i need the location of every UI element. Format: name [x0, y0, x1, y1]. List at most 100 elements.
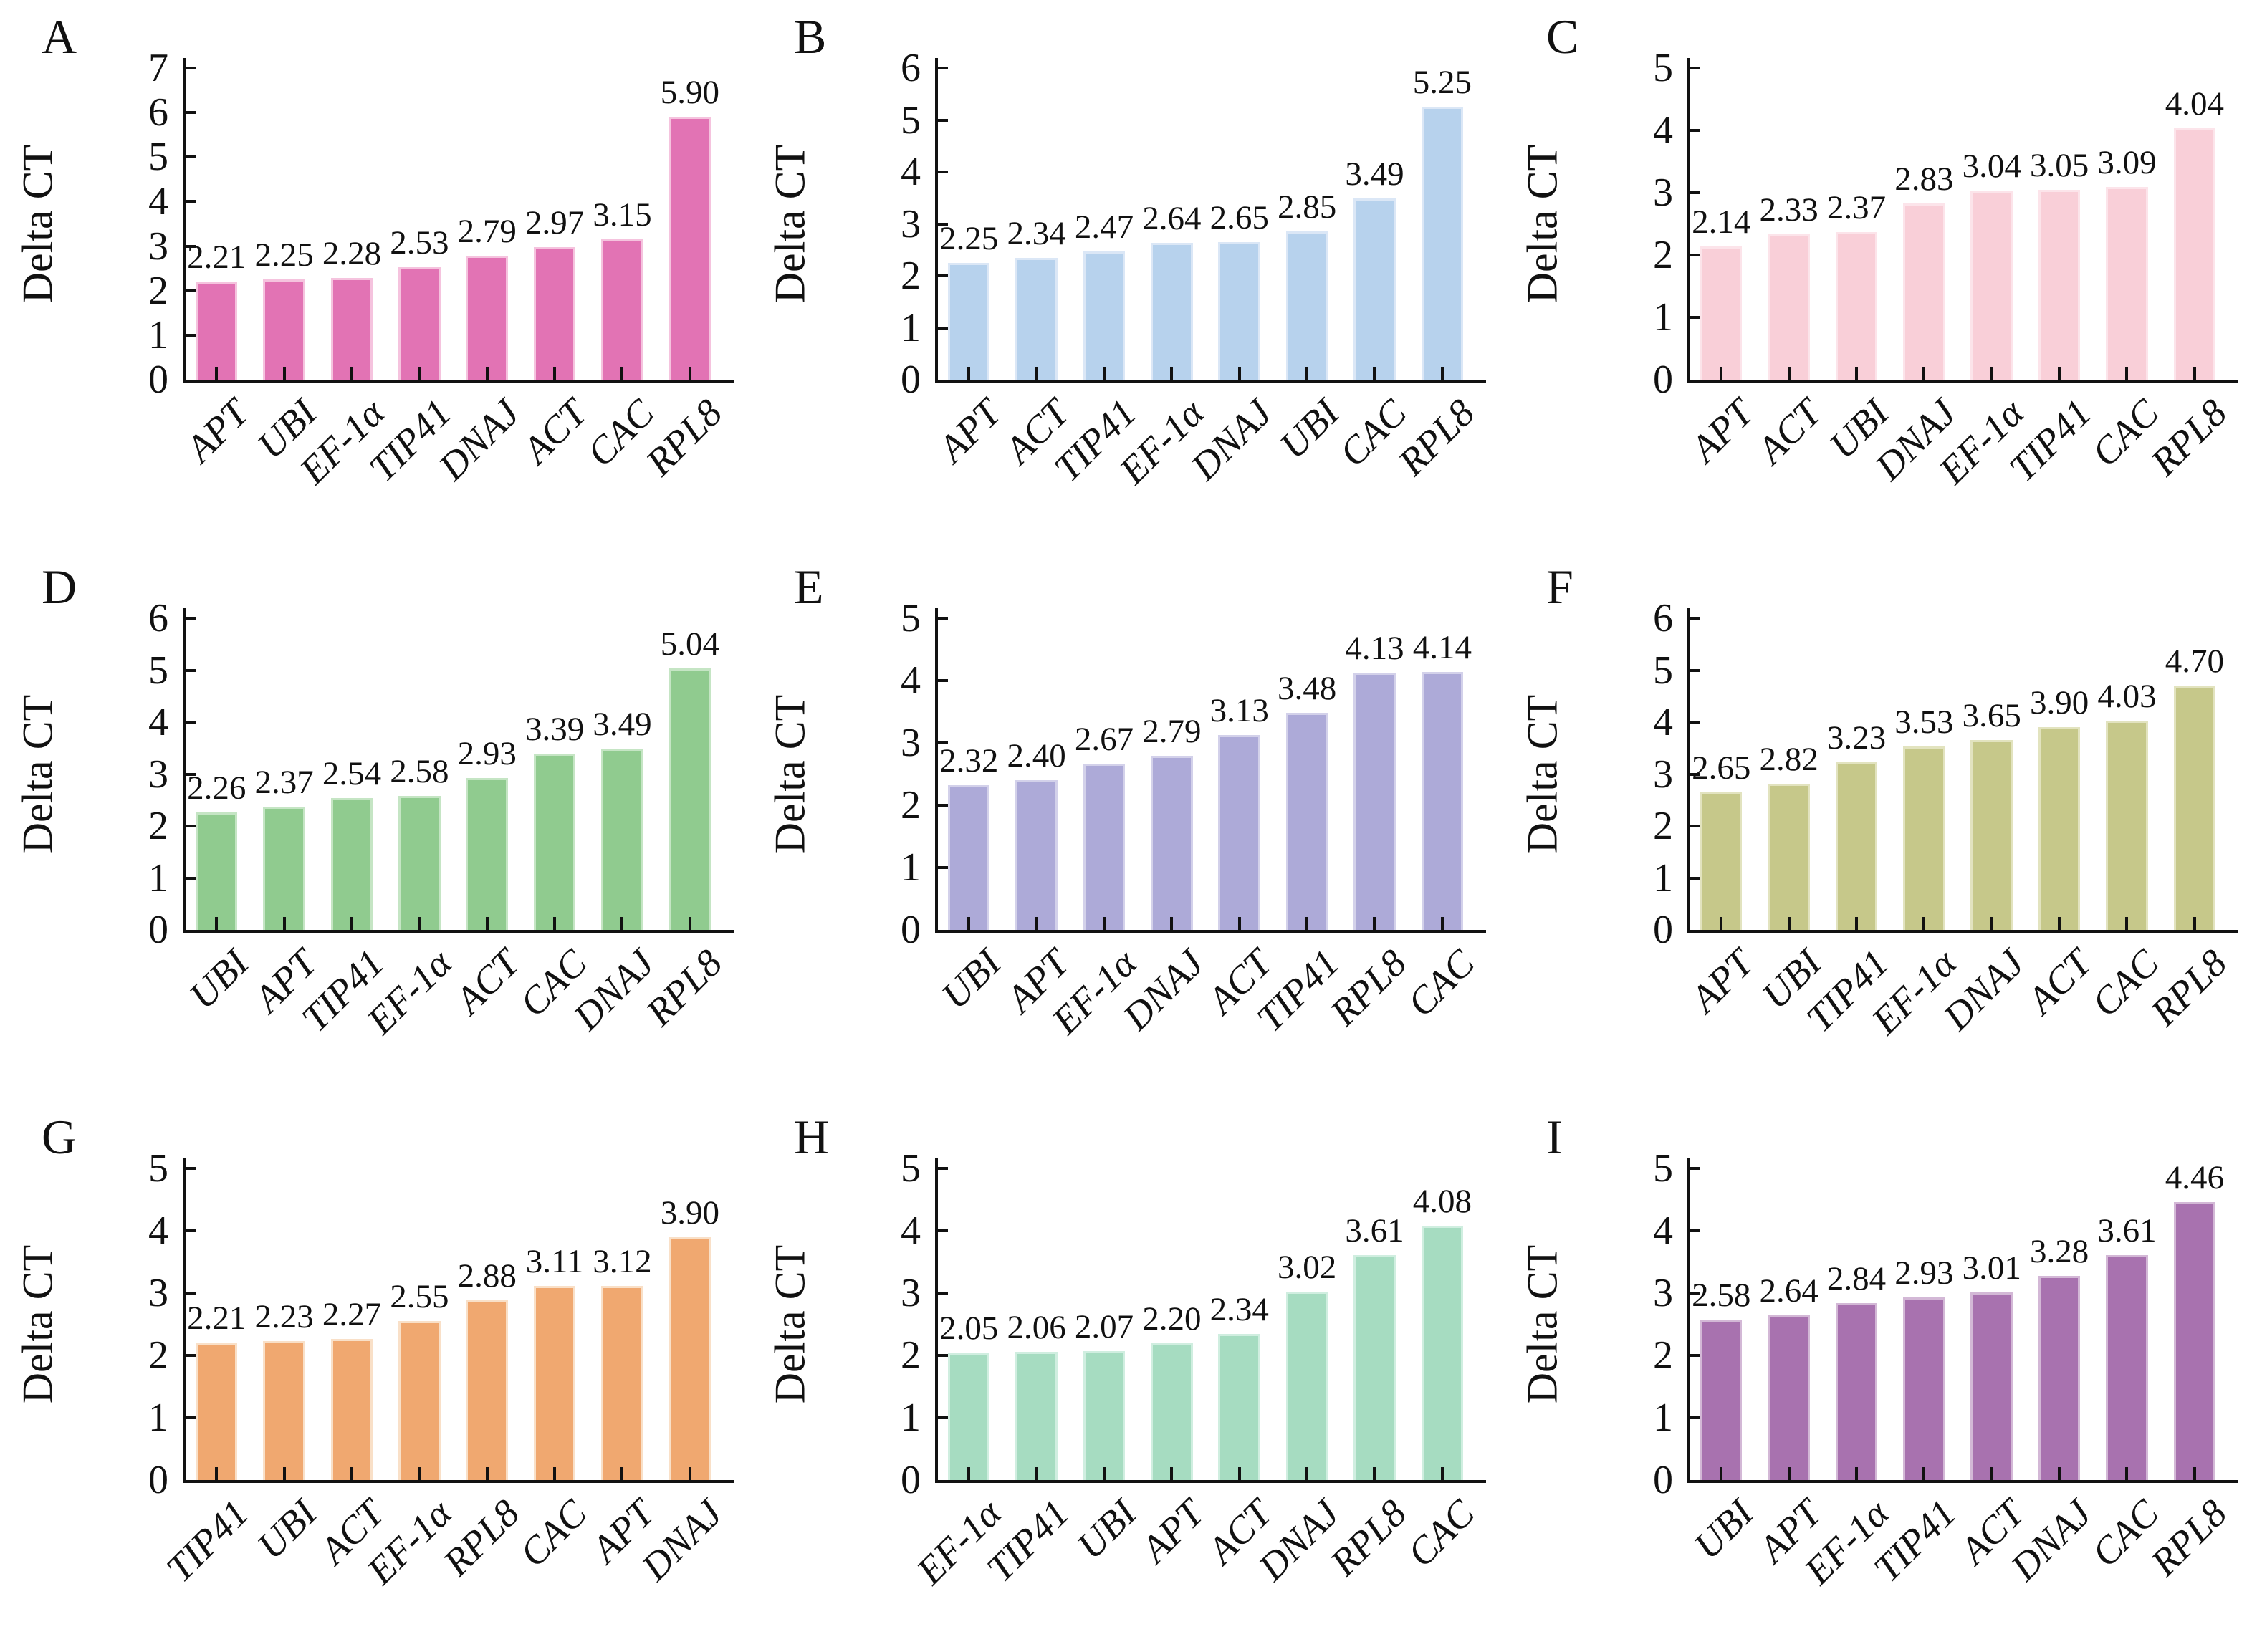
y-tick [1687, 1229, 1700, 1232]
bar-value-label: 2.83 [1894, 160, 1954, 198]
panel-letter: F [1546, 560, 1573, 614]
x-tick [1720, 917, 1723, 930]
y-tick-label: 5 [1653, 46, 1673, 90]
bar-EF-1α [1083, 763, 1126, 930]
y-tick-label: 6 [148, 90, 168, 135]
y-tick [183, 333, 196, 337]
bar-ACT [466, 777, 508, 930]
bar-value-label: 3.49 [1345, 155, 1404, 193]
y-tick [1687, 876, 1700, 880]
y-tick [183, 200, 196, 203]
y-tick-label: 0 [1653, 908, 1673, 952]
plot-area: 0 1 2 3 4 5 2.58 UBI 2.64 APT 2.84 EF-1α 2.93 TIP41 3.… [1653, 1148, 2238, 1593]
y-tick-label: 5 [148, 1146, 168, 1191]
x-category-label: RPL8 [2142, 1491, 2236, 1585]
x-tick [418, 917, 421, 930]
bar-ACT [1970, 1292, 2013, 1480]
bar-value-label: 2.37 [1826, 188, 1887, 226]
x-tick [1922, 1467, 1926, 1480]
y-tick [935, 617, 948, 620]
panel-letter: D [42, 560, 77, 614]
bar-DNAJ [1285, 1292, 1328, 1480]
x-tick [688, 1467, 691, 1480]
y-tick-label: 0 [901, 357, 921, 402]
y-tick [183, 67, 196, 69]
bar-value-label: 2.34 [1007, 215, 1066, 253]
x-tick [1170, 367, 1174, 380]
bar-value-label: 2.54 [322, 754, 382, 792]
x-tick [1237, 917, 1241, 930]
y-axis-label: Delta CT [766, 694, 814, 854]
y-tick [183, 155, 196, 159]
y-tick-label: 4 [1653, 108, 1673, 153]
y-tick-label: 3 [901, 201, 921, 246]
x-tick [2058, 1467, 2061, 1480]
x-category-label: APT [1682, 390, 1762, 471]
y-tick [935, 67, 948, 69]
y-tick [183, 721, 196, 724]
y-tick-label: 2 [148, 1333, 168, 1378]
bar-value-label: 4.70 [2165, 643, 2224, 681]
y-axis-line [935, 1158, 938, 1483]
y-tick [935, 866, 948, 869]
x-tick [1720, 367, 1723, 380]
y-tick-label: 2 [901, 254, 921, 298]
bar-UBI [1835, 231, 1878, 380]
y-tick [935, 1292, 948, 1295]
x-tick [2193, 917, 2196, 930]
bar-value-label: 5.90 [660, 74, 719, 112]
x-axis-line [935, 930, 1486, 933]
y-tick [183, 1167, 196, 1170]
chart-panel-H: H Delta CT 0 1 2 3 4 5 2.05 EF-1α 2.06 TIP41 2.07 UBI… [752, 1100, 1505, 1651]
x-tick [1440, 1467, 1444, 1480]
y-tick [183, 876, 196, 880]
x-tick [1440, 917, 1444, 930]
bar-ACT [1768, 234, 1810, 380]
x-category-label: UBI [933, 941, 1010, 1017]
x-tick [1854, 1467, 1858, 1480]
y-axis-line [935, 58, 938, 383]
bar-CAC [2106, 1254, 2148, 1480]
y-axis-label-wrap: Delta CT [763, 618, 817, 930]
y-tick [1687, 1167, 1700, 1170]
bar-value-label: 2.20 [1142, 1300, 1202, 1338]
x-tick [1787, 1467, 1791, 1480]
bar-value-label: 5.25 [1412, 64, 1472, 102]
y-tick [1687, 617, 1700, 620]
bar-APT [1700, 792, 1743, 930]
bar-value-label: 2.58 [390, 752, 449, 790]
x-tick [2193, 1467, 2196, 1480]
y-tick [935, 118, 948, 122]
bar-value-label: 2.06 [1007, 1308, 1066, 1346]
bar-APT [263, 807, 305, 930]
x-category-label: APT [930, 390, 1010, 471]
bar-value-label: 3.23 [1826, 719, 1887, 757]
bar-value-label: 3.04 [1962, 147, 2021, 185]
y-tick [183, 289, 196, 292]
y-tick-label: 1 [148, 312, 168, 357]
bar-APT [947, 262, 990, 380]
bar-value-label: 3.48 [1277, 670, 1337, 708]
bar-CAC [601, 239, 643, 380]
bar-value-label: 3.28 [2029, 1232, 2089, 1270]
bar-RPL8 [1421, 107, 1464, 380]
x-category-label: RPL8 [1322, 941, 1415, 1034]
bar-value-label: 4.04 [2165, 85, 2224, 123]
bar-value-label: 3.90 [660, 1194, 719, 1231]
y-tick-label: 5 [901, 596, 921, 640]
x-tick [553, 917, 557, 930]
x-axis-line [183, 930, 734, 933]
bar-TIP41 [1083, 251, 1126, 380]
bar-RPL8 [669, 668, 711, 930]
bar-CAC [1421, 671, 1464, 930]
y-tick [183, 1416, 196, 1419]
x-axis-line [935, 1480, 1486, 1483]
y-tick [1687, 1416, 1700, 1419]
bar-EF-1α [1151, 242, 1193, 380]
x-category-label: RPL8 [637, 390, 731, 484]
bar-TIP41 [2038, 189, 2081, 380]
x-tick [282, 367, 286, 380]
bar-EF-1α [947, 1352, 990, 1480]
bar-value-label: 2.21 [187, 1299, 246, 1337]
x-tick [1305, 367, 1309, 380]
